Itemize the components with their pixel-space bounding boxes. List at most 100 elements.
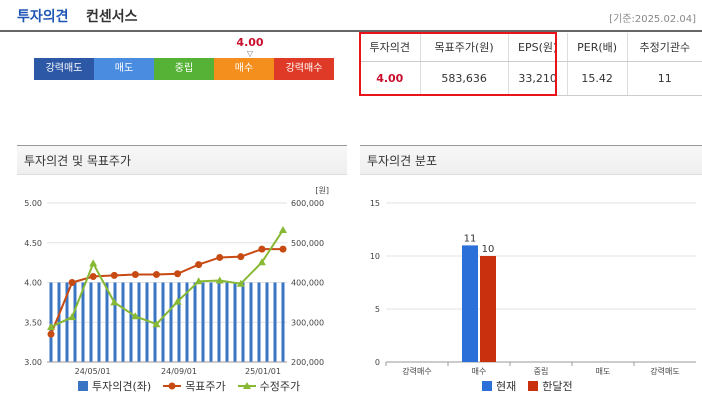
- y-right-tick-label: 300,000: [291, 318, 324, 327]
- opinion-bar: [225, 282, 229, 362]
- y-tick-label: 5: [375, 305, 380, 314]
- legend-square-icon: [78, 381, 88, 391]
- adjusted-price-point: [279, 226, 287, 234]
- target-price-point: [68, 279, 76, 286]
- category-label: 매수: [472, 367, 487, 376]
- x-tick-label: 24/05/01: [75, 367, 111, 376]
- header-title-opinion: 투자의견: [17, 9, 69, 25]
- opinion-marker-arrow-icon: ▽: [246, 49, 254, 58]
- adjusted-price-point: [215, 276, 224, 284]
- opinion-bar: [233, 282, 237, 362]
- y-left-tick-label: 4.00: [24, 279, 42, 288]
- target-price-point: [131, 271, 139, 279]
- legend-label: 수정주가: [259, 380, 301, 393]
- consensus-header-cell: 투자의견: [360, 33, 421, 62]
- adjusted-price-point: [47, 323, 55, 331]
- opinion-distribution-chart: 0 5 10 15 강력매수 매수 중립 매도 강력매도 11 10: [370, 199, 696, 376]
- consensus-table: 투자의견 목표주가(원) EPS(원) PER(배) 추정기관수 4.00 583,636…: [360, 33, 702, 96]
- opinion-level-2: 중립: [154, 58, 214, 80]
- opinion-bar: [249, 282, 253, 362]
- target-price-point: [89, 273, 97, 281]
- legend-line-triangle-icon: [237, 381, 256, 391]
- target-price-point: [152, 271, 160, 279]
- target-price-point: [174, 270, 182, 278]
- adjusted-price-point: [257, 258, 266, 266]
- category-label: 중립: [534, 367, 549, 376]
- opinion-bar: [241, 282, 245, 362]
- opinion-bar: [153, 282, 157, 362]
- opinion-bar: [113, 282, 117, 362]
- y-tick-label: 10: [370, 252, 380, 261]
- right-panel-title: 투자의견 분포: [360, 145, 702, 175]
- x-tick-label: 24/09/01: [161, 367, 197, 376]
- opinion-bar: [209, 282, 213, 362]
- opinion-bar: [129, 282, 133, 362]
- opinion-level-1: 매도: [94, 58, 154, 80]
- category-label: 매도: [596, 367, 611, 376]
- opinion-bar: [97, 282, 101, 362]
- opinion-marker-value: 4.00: [236, 36, 264, 49]
- consensus-header: 투자의견 컨센서스 [기준:2025.02.04]: [0, 0, 702, 32]
- consensus-value-cell: 11: [626, 61, 702, 96]
- opinion-target-price-chart: 3.00 3.50 4.00 4.50 5.00 200,000 300,000 400,00…: [24, 186, 329, 376]
- opinion-bar: [137, 282, 141, 362]
- y-tick-label: 0: [375, 358, 380, 367]
- opinion-scale: 강력매도 매도 중립 매수 강력매수: [34, 58, 334, 80]
- opinion-bar: [273, 282, 277, 362]
- consensus-header-cell: 목표주가(원): [419, 33, 509, 62]
- legend-line-dot-icon: [163, 381, 182, 391]
- adjusted-price-point: [68, 313, 77, 321]
- y-right-tick-label: 400,000: [291, 279, 324, 288]
- left-panel-title: 투자의견 및 목표주가: [17, 145, 347, 175]
- legend-item: 한달전: [528, 378, 573, 394]
- adjusted-price-point: [110, 298, 119, 306]
- target-price-point: [47, 330, 55, 338]
- adjusted-price-point: [194, 277, 203, 285]
- target-price-point: [237, 253, 245, 261]
- legend-label: 목표주가: [185, 380, 226, 393]
- category-label: 강력매수: [402, 366, 431, 376]
- consensus-header-cell: PER(배): [566, 33, 628, 62]
- legend-item: 수정주가: [237, 378, 301, 394]
- legend-label: 투자의견(좌): [92, 380, 152, 393]
- y-tick-label: 15: [370, 199, 380, 208]
- opinion-bar: [185, 282, 189, 362]
- opinion-bar: [265, 282, 269, 362]
- legend-square-icon: [482, 381, 492, 391]
- consensus-value-cell: 4.00: [360, 61, 421, 96]
- target-price-line: [50, 248, 283, 335]
- opinion-bar: [257, 282, 261, 362]
- opinion-bar: [73, 282, 77, 362]
- adjusted-price-line: [50, 229, 284, 328]
- legend-square-icon: [528, 381, 539, 391]
- opinion-bar: [281, 282, 285, 362]
- consensus-value-cell: 15.42: [566, 61, 628, 96]
- legend-label: 한달전: [542, 380, 573, 393]
- opinion-bar: [65, 282, 69, 362]
- left-chart-legend: 투자의견(좌) 목표주가 수정주가: [78, 378, 312, 394]
- adjusted-price-point: [89, 259, 98, 267]
- opinion-bar: [105, 282, 109, 362]
- legend-item: 목표주가: [163, 378, 226, 394]
- highlight-box: [359, 32, 557, 96]
- as-of-date: [기준:2025.02.04]: [609, 14, 696, 25]
- adjusted-price-point: [173, 297, 182, 305]
- bar-value-label: 10: [482, 244, 495, 255]
- opinion-marker: 4.00 ▽: [225, 36, 275, 58]
- opinion-bar: [193, 282, 197, 362]
- target-price-point: [279, 245, 287, 253]
- opinion-bar: [49, 282, 53, 362]
- opinion-bar: [201, 282, 205, 362]
- opinion-bar: [81, 282, 85, 362]
- current-bar: [462, 245, 478, 362]
- consensus-value-cell: 33,210: [507, 61, 568, 96]
- month-ago-bar: [480, 256, 496, 362]
- right-chart-legend: 현재 한달전: [482, 378, 585, 394]
- consensus-header-cell: EPS(원): [507, 33, 568, 62]
- opinion-bar: [89, 282, 93, 362]
- category-label: 강력매도: [650, 366, 679, 376]
- x-tick-label: 25/01/01: [245, 367, 281, 376]
- adjusted-price-point: [236, 279, 245, 287]
- opinion-bar: [161, 282, 165, 362]
- y-left-tick-label: 4.50: [24, 239, 42, 248]
